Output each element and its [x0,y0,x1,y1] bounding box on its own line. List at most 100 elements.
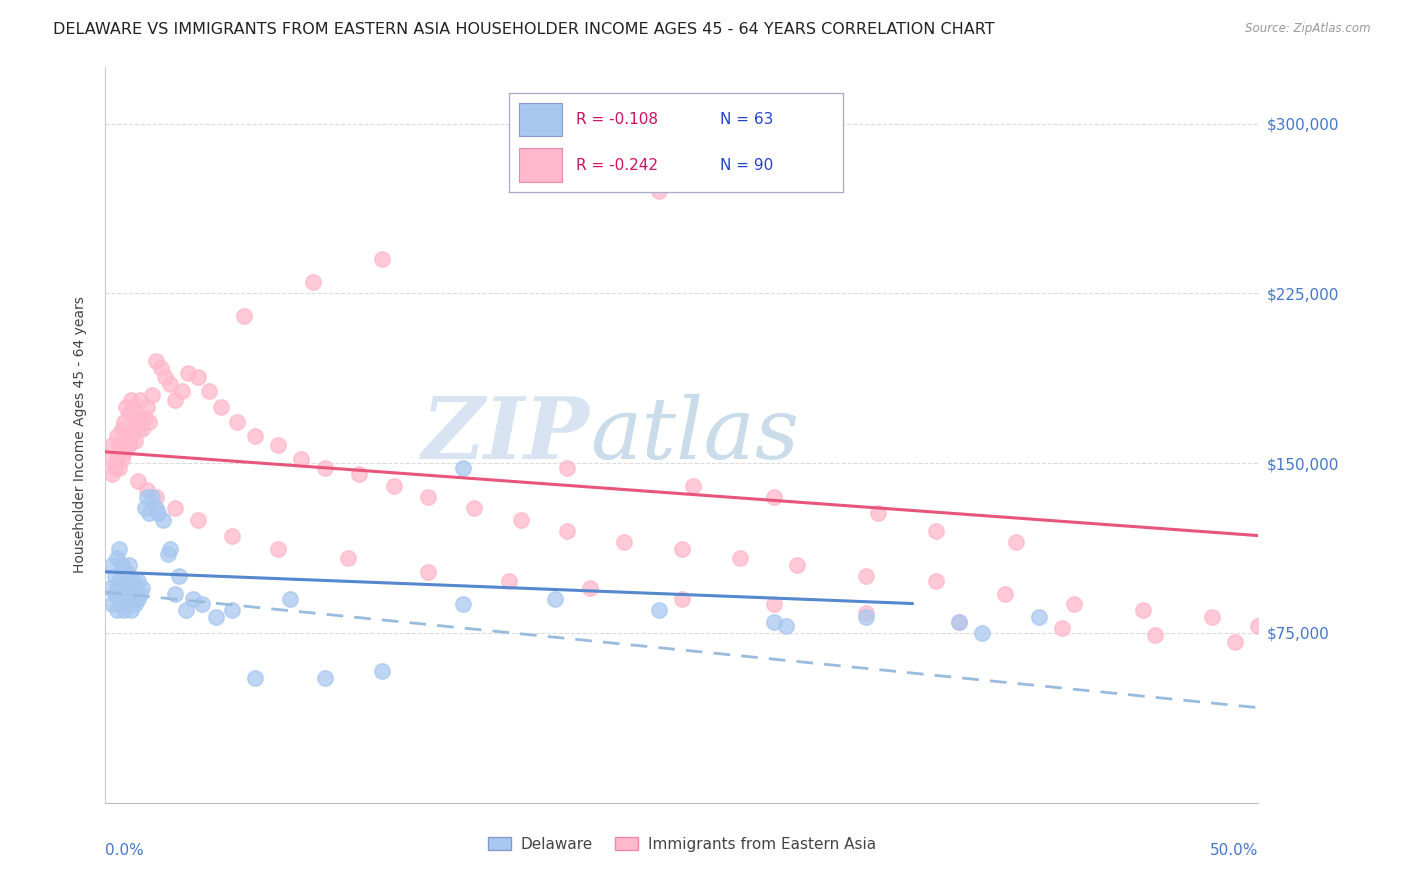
Point [163,501,186,516]
Point [136,483,159,498]
Point [117,438,139,452]
Point [382,479,405,493]
Point [127,422,149,436]
Point [124,434,146,448]
Point [131,581,153,595]
Point [108,542,131,557]
Point [1247,619,1270,633]
Point [1005,535,1028,549]
Point [174,603,197,617]
Point [105,451,128,466]
Point [198,384,221,398]
Point [1132,603,1154,617]
Point [110,451,132,466]
Point [104,460,127,475]
Point [267,438,290,452]
Point [120,429,142,443]
Text: DELAWARE VS IMMIGRANTS FROM EASTERN ASIA HOUSEHOLDER INCOME AGES 45 - 64 YEARS C: DELAWARE VS IMMIGRANTS FROM EASTERN ASIA… [53,22,995,37]
Point [555,524,578,538]
Text: atlas: atlas [589,393,799,476]
Point [970,626,993,640]
Text: 50.0%: 50.0% [1211,843,1258,858]
Point [148,506,170,520]
Point [1028,610,1050,624]
Point [1143,628,1166,642]
Point [205,610,228,624]
Point [108,574,131,588]
Point [124,581,146,595]
Text: Source: ZipAtlas.com: Source: ZipAtlas.com [1246,22,1371,36]
Point [671,592,693,607]
Point [131,422,153,436]
Point [115,597,138,611]
Point [451,597,474,611]
Point [120,392,142,407]
Point [1201,610,1223,624]
Y-axis label: Householder Income Ages 45 - 64 years: Householder Income Ages 45 - 64 years [73,296,87,574]
Point [221,603,243,617]
Point [104,569,127,583]
Point [509,513,531,527]
Point [855,610,877,624]
Point [948,615,970,629]
Point [994,587,1017,601]
Point [112,445,135,459]
Point [108,460,131,475]
Point [115,400,138,414]
Point [163,587,186,601]
Point [163,392,186,407]
Point [129,587,152,601]
Point [347,467,370,482]
Point [152,513,174,527]
Point [671,542,693,557]
Point [122,592,145,607]
Point [544,592,567,607]
Point [112,603,135,617]
Point [120,587,142,601]
Point [149,361,172,376]
Point [110,578,132,592]
Point [115,581,138,595]
Point [141,490,163,504]
Point [120,603,142,617]
Point [290,451,312,466]
Point [187,513,209,527]
Point [136,490,159,504]
Point [866,506,889,520]
Point [155,370,177,384]
Point [112,587,135,601]
Point [110,422,132,436]
Point [245,429,267,443]
Legend: Delaware, Immigrants from Eastern Asia: Delaware, Immigrants from Eastern Asia [482,830,882,858]
Point [105,429,128,443]
Point [156,547,179,561]
Point [498,574,520,588]
Point [225,416,247,430]
Point [336,551,359,566]
Point [101,467,124,482]
Point [1225,635,1247,649]
Point [115,429,138,443]
Point [855,606,877,620]
Point [167,569,190,583]
Point [127,475,149,489]
Point [138,416,160,430]
Point [98,581,121,595]
Point [302,275,325,289]
Point [108,438,131,452]
Point [1063,597,1085,611]
Point [108,592,131,607]
Point [267,542,290,557]
Point [463,501,485,516]
Point [232,309,254,323]
Point [117,406,139,420]
Point [159,542,181,557]
Point [136,400,159,414]
Point [117,558,139,572]
Point [418,565,440,579]
Point [314,460,336,475]
Point [763,490,786,504]
Point [138,506,160,520]
Point [112,563,135,577]
Point [122,422,145,436]
